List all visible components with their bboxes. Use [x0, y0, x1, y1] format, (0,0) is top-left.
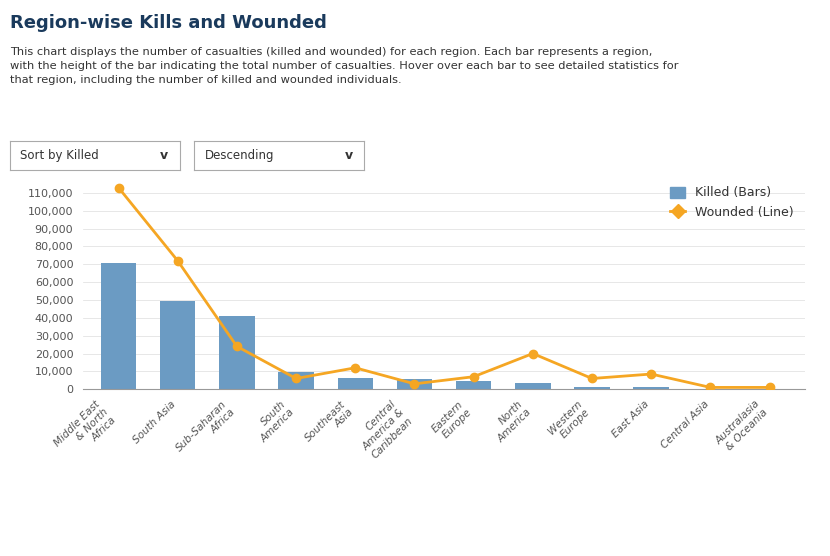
Text: Descending: Descending [204, 148, 274, 162]
Text: Sort by Killed: Sort by Killed [20, 148, 99, 162]
Legend: Killed (Bars), Wounded (Line): Killed (Bars), Wounded (Line) [665, 181, 798, 224]
Text: v: v [344, 148, 353, 162]
Text: Region-wise Kills and Wounded: Region-wise Kills and Wounded [10, 14, 327, 32]
Bar [633, 388, 669, 389]
Bar [338, 378, 373, 389]
Bar [100, 262, 136, 389]
Text: v: v [160, 148, 168, 162]
Bar [160, 301, 195, 389]
Bar [574, 386, 610, 389]
Bar [456, 381, 491, 389]
Bar [219, 316, 255, 389]
Text: This chart displays the number of casualties (killed and wounded) for each regio: This chart displays the number of casual… [10, 47, 678, 85]
Bar [515, 383, 550, 389]
Bar [397, 379, 432, 389]
Bar [278, 373, 314, 389]
